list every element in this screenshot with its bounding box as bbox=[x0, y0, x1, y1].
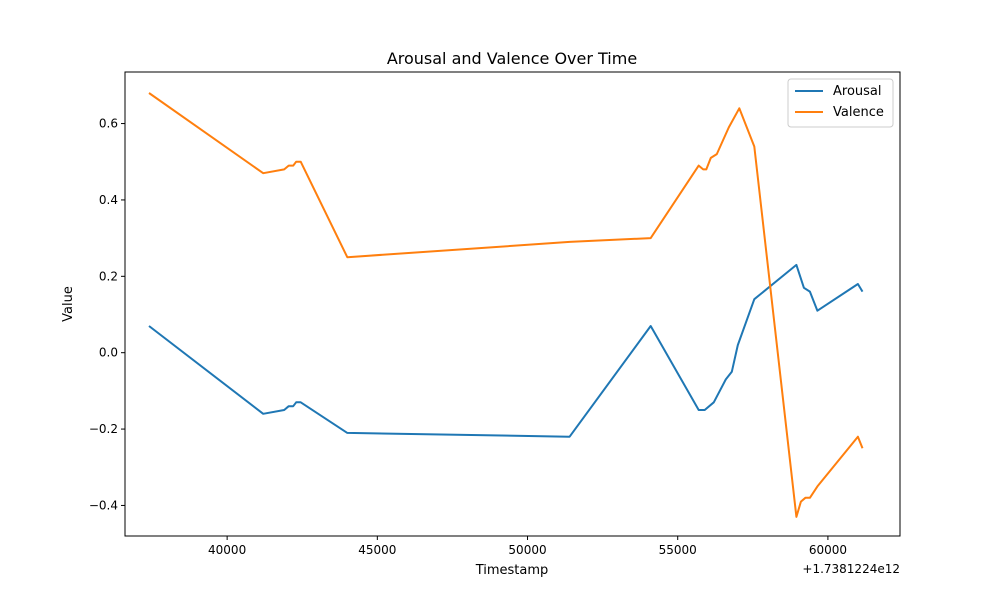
x-axis-offset: +1.7381224e12 bbox=[802, 562, 900, 576]
x-tick-label: 40000 bbox=[208, 543, 246, 557]
y-tick-label: 0.0 bbox=[99, 346, 118, 360]
x-tick-label: 45000 bbox=[358, 543, 396, 557]
series-line-valence bbox=[148, 92, 864, 518]
legend: Arousal Valence bbox=[787, 78, 894, 128]
x-axis: 40000 45000 50000 55000 60000 bbox=[208, 536, 847, 557]
legend-label-arousal: Arousal bbox=[833, 84, 882, 99]
y-tick-label: 0.2 bbox=[99, 269, 118, 283]
x-tick-label: 55000 bbox=[659, 543, 697, 557]
x-axis-label: Timestamp bbox=[475, 563, 549, 578]
y-tick-label: −0.2 bbox=[89, 422, 118, 436]
y-axis-label: Value bbox=[61, 286, 76, 322]
series-line-arousal bbox=[148, 263, 864, 438]
x-tick-label: 60000 bbox=[809, 543, 847, 557]
plot-area bbox=[124, 71, 901, 537]
chart-title: Arousal and Valence Over Time bbox=[387, 49, 637, 68]
y-tick-label: 0.4 bbox=[99, 193, 118, 207]
y-tick-label: −0.4 bbox=[89, 498, 118, 512]
x-tick-label: 50000 bbox=[508, 543, 546, 557]
y-axis: −0.4 −0.2 0.0 0.2 0.4 0.6 bbox=[89, 117, 125, 512]
series-lines bbox=[148, 92, 864, 518]
legend-label-valence: Valence bbox=[833, 105, 884, 120]
y-tick-label: 0.6 bbox=[99, 117, 118, 131]
